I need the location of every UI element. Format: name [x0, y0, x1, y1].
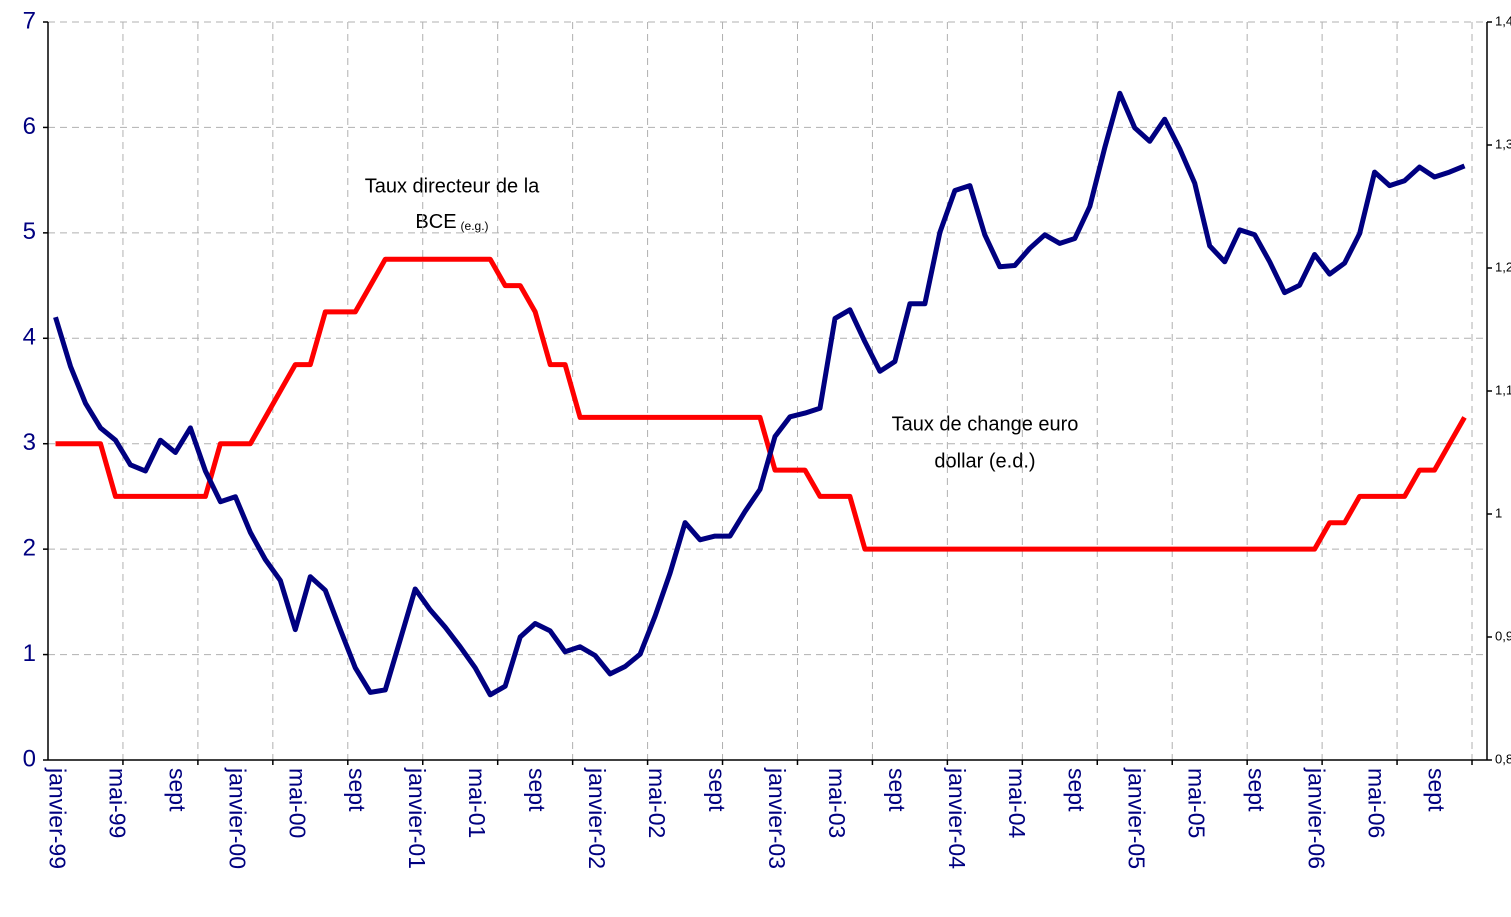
y2-tick-label: 1,1: [1495, 382, 1511, 397]
x-tick-label: sept: [344, 768, 370, 812]
x-tick-label: sept: [884, 768, 910, 812]
x-tick-label: janvier-02: [584, 767, 610, 869]
x-tick-label: sept: [1064, 768, 1090, 812]
y2-tick-label: 1: [1495, 505, 1502, 520]
annotation-line: BCE: [415, 211, 456, 233]
y-tick-label: 2: [23, 534, 36, 561]
y-tick-label: 0: [23, 745, 36, 772]
series-line: [53, 90, 1466, 698]
x-tick-label: janvier-00: [224, 767, 250, 869]
x-tick-label: mai-99: [104, 768, 130, 838]
x-tick-label: mai-05: [1184, 768, 1210, 838]
y2-tick-label: 1,2: [1495, 259, 1511, 274]
x-tick-label: sept: [704, 768, 730, 812]
annotation: Taux directeur de la: [365, 175, 540, 197]
annotation: Taux de change euro: [892, 413, 1079, 435]
x-tick-label: mai-06: [1364, 768, 1390, 838]
series-line: [55, 256, 1467, 552]
y2-tick-label: 1,4: [1495, 13, 1511, 28]
x-tick-label: mai-00: [284, 768, 310, 838]
x-tick-label: sept: [1244, 768, 1270, 812]
x-tick-label: mai-04: [1004, 768, 1030, 839]
x-tick-label: mai-02: [644, 768, 670, 838]
y-tick-label: 3: [23, 429, 36, 456]
y-tick-label: 1: [23, 640, 36, 667]
y-tick-label: 6: [23, 113, 36, 140]
y2-tick-label: 0,8: [1495, 751, 1511, 766]
x-tick-label: janvier-03: [764, 767, 790, 869]
x-tick-label: sept: [524, 768, 550, 812]
y2-tick-label: 0,9: [1495, 628, 1511, 643]
x-tick-label: janvier-01: [404, 767, 430, 869]
y-tick-label: 5: [23, 218, 36, 245]
y2-tick-label: 1,3: [1495, 136, 1511, 151]
x-tick-label: mai-03: [824, 768, 850, 838]
annotation: BCE (e.g.): [415, 211, 488, 233]
x-tick-label: janvier-99: [44, 767, 70, 869]
x-tick-label: sept: [164, 768, 190, 812]
x-tick-label: janvier-05: [1124, 767, 1150, 869]
y-tick-label: 7: [23, 7, 36, 34]
x-tick-label: mai-01: [464, 768, 490, 838]
x-tick-label: sept: [1423, 768, 1449, 812]
annotation-note: (e.g.): [461, 219, 489, 233]
x-tick-label: janvier-06: [1304, 767, 1330, 869]
y-tick-label: 4: [23, 324, 36, 351]
x-tick-label: janvier-04: [944, 767, 970, 869]
annotation: dollar (e.d.): [934, 450, 1035, 472]
